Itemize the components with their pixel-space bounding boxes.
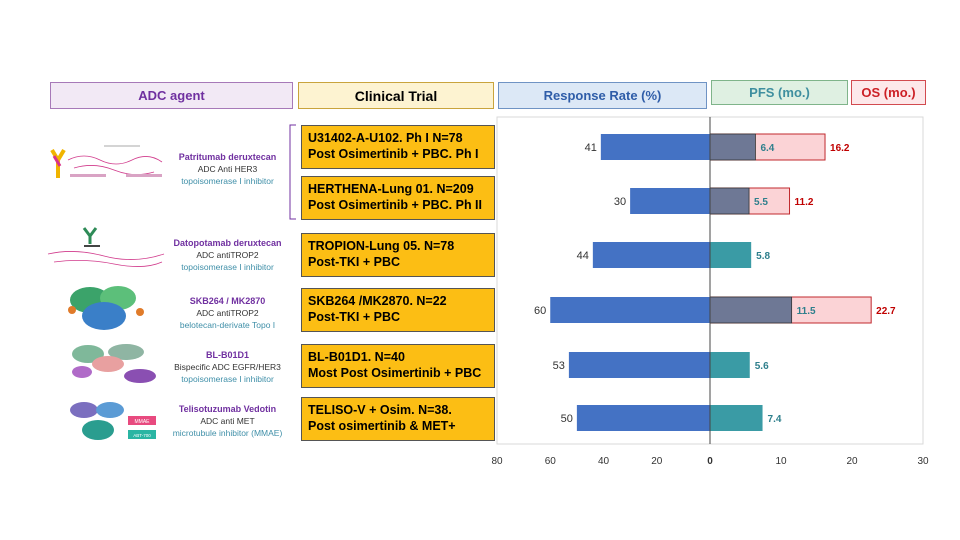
rr-axis-tick-label: 80 [491, 456, 503, 467]
os-value-label: 16.2 [830, 143, 850, 154]
agent-skb264: SKB264 / MK2870 ADC antiTROP2 belotecan-… [160, 295, 295, 331]
agent-target: ADC antiTROP2 [196, 250, 259, 260]
pfs-value-label: 7.4 [768, 414, 782, 425]
agent-datopotamab: Datopotamab deruxtecan ADC antiTROP2 top… [160, 237, 295, 273]
trial-line1: BL-B01D1. N=40 [308, 350, 405, 364]
patritumab-structure-image [50, 145, 163, 178]
agent-patritumab: Patritumab deruxtecan ADC Anti HER3 topo… [160, 151, 295, 187]
agent-target: ADC antiTROP2 [196, 308, 259, 318]
agent-payload: topoisomerase I inhibitor [181, 374, 274, 384]
datopotamab-structure-image [47, 227, 165, 267]
header-clinical-trial: Clinical Trial [298, 82, 494, 109]
pfs-bar [710, 242, 752, 268]
agent-payload: microtubule inhibitor (MMAE) [172, 428, 283, 438]
trial-line2: Most Post Osimertinib + PBC [308, 366, 482, 380]
pfs-bar [710, 405, 763, 431]
header-pfs: PFS (mo.) [711, 80, 848, 105]
pfs-value-label: 5.6 [755, 361, 769, 372]
agent-payload: belotecan-derivate Topo I [179, 320, 276, 330]
survival-axis-tick-label: 10 [775, 456, 787, 467]
trial-line1: U31402-A-U102. Ph I N=78 [308, 131, 463, 145]
os-value-label: 22.7 [876, 306, 896, 317]
agent-name: Patritumab deruxtecan [178, 152, 277, 162]
agent-bl-b01d1: BL-B01D1 Bispecific ADC EGFR/HER3 topois… [160, 349, 295, 385]
trial-box: TROPION-Lung 05. N=78 Post-TKI + PBC [301, 233, 495, 277]
rr-bar [550, 297, 710, 323]
trial-box: SKB264 /MK2870. N=22 Post-TKI + PBC [301, 288, 495, 332]
bl-b01d1-structure-image [72, 344, 156, 383]
trial-line1: TROPION-Lung 05. N=78 [308, 239, 455, 253]
agent-name: Datopotamab deruxtecan [173, 238, 282, 248]
agent-target: ADC anti MET [200, 416, 255, 426]
svg-text:MMAE: MMAE [135, 419, 151, 425]
header-response-rate: Response Rate (%) [498, 82, 707, 109]
agent-payload: topoisomerase I inhibitor [181, 176, 274, 186]
svg-text:ABT-700: ABT-700 [133, 433, 151, 438]
pfs-bar [709, 187, 750, 215]
pfs-bar [709, 133, 756, 161]
pfs-value-label: 5.8 [756, 251, 770, 262]
trial-line2: Post Osimertinib + PBC. Ph II [308, 198, 482, 212]
trial-box: TELISO-V + Osim. N=38. Post osimertinib … [301, 397, 495, 441]
rr-value-label: 60 [534, 305, 546, 317]
agent-telisotuzumab: Telisotuzumab Vedotin ADC anti MET micro… [160, 403, 295, 439]
rr-axis-tick-label: 20 [651, 456, 663, 467]
trial-box: BL-B01D1. N=40 Most Post Osimertinib + P… [301, 344, 495, 388]
agent-target: Bispecific ADC EGFR/HER3 [174, 362, 281, 372]
survival-axis-tick-label: 20 [846, 456, 858, 467]
rr-bar [630, 188, 710, 214]
trial-line1: TELISO-V + Osim. N=38. [308, 403, 452, 417]
agent-target: ADC Anti HER3 [197, 164, 258, 174]
telisotuzumab-structure-image: MMAE ABT-700 [70, 402, 156, 440]
trial-line1: SKB264 /MK2870. N=22 [308, 294, 447, 308]
pfs-value-label: 5.5 [754, 197, 768, 208]
rr-value-label: 30 [614, 196, 626, 208]
pfs-bar [710, 352, 750, 378]
agent-name: BL-B01D1 [205, 350, 249, 360]
skb264-structure-image [68, 286, 144, 330]
pfs-value-label: 6.4 [760, 143, 774, 154]
survival-axis-tick-label: 30 [917, 456, 929, 467]
trial-box: U31402-A-U102. Ph I N=78 Post Osimertini… [301, 125, 495, 169]
pfs-bar [709, 296, 793, 324]
patritumab-trial-bracket [289, 124, 296, 220]
rr-axis-tick-label: 0 [707, 456, 713, 467]
rr-axis-tick-label: 60 [545, 456, 557, 467]
rr-value-label: 53 [553, 360, 565, 372]
rr-value-label: 44 [577, 250, 589, 262]
rr-bar [600, 134, 710, 160]
trial-line2: Post-TKI + PBC [308, 310, 401, 324]
os-value-label: 11.2 [795, 197, 814, 208]
rr-value-label: 41 [585, 142, 597, 154]
rr-bar [568, 352, 710, 378]
agent-name: Telisotuzumab Vedotin [178, 404, 277, 414]
trial-box: HERTHENA-Lung 01. N=209 Post Osimertinib… [301, 176, 495, 220]
header-os: OS (mo.) [851, 80, 926, 105]
trial-line2: Post Osimertinib + PBC. Ph I [308, 147, 479, 161]
pfs-value-label: 11.5 [797, 306, 816, 317]
trial-line2: Post-TKI + PBC [308, 255, 401, 269]
trial-line2: Post osimertinib & MET+ [308, 419, 456, 433]
agent-name: SKB264 / MK2870 [189, 296, 266, 306]
rr-bar [576, 405, 710, 431]
trial-line1: HERTHENA-Lung 01. N=209 [308, 182, 474, 196]
rr-bar [592, 242, 710, 268]
header-adc-agent: ADC agent [50, 82, 293, 109]
agent-payload: topoisomerase I inhibitor [181, 262, 274, 272]
rr-axis-tick-label: 40 [598, 456, 610, 467]
rr-value-label: 50 [561, 413, 573, 425]
